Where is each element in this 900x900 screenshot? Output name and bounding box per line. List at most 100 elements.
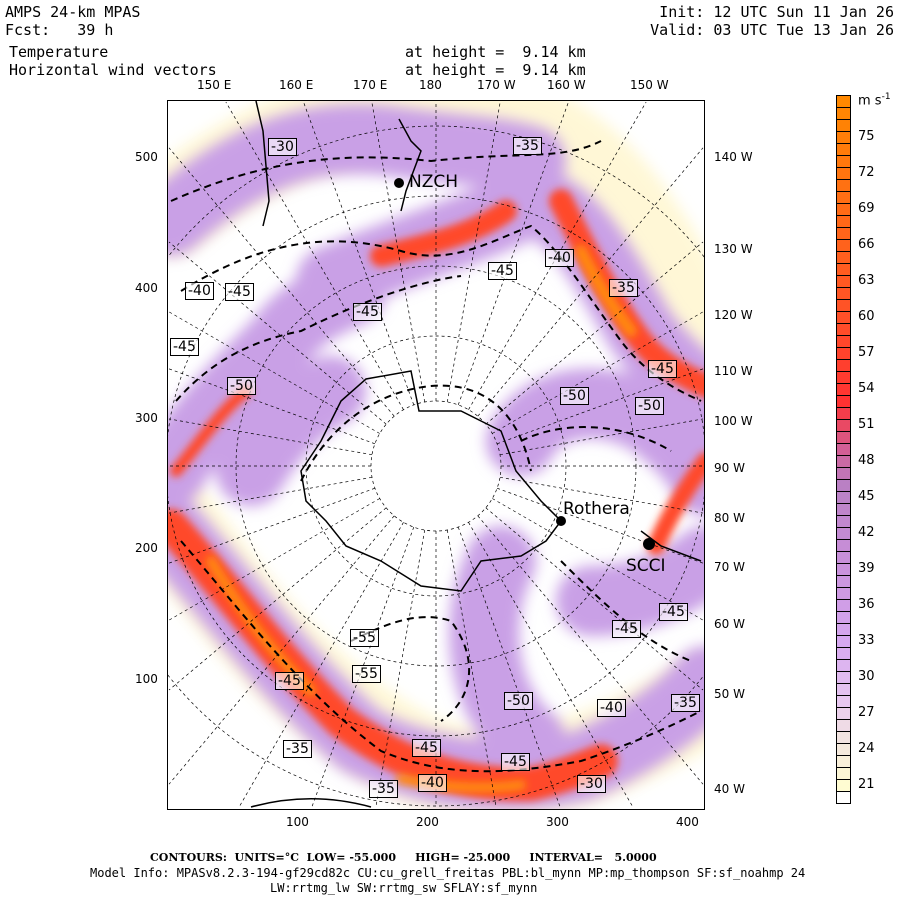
colorbar-label: 21 [858, 777, 875, 792]
colorbar-units: m s-1 [858, 92, 891, 109]
right-axis-label: 60 W [714, 617, 745, 631]
model-info-radiation: LW:rrtmg_lw SW:rrtmg_sw SFLAY:sf_mynn [270, 881, 538, 895]
colorbar-swatch [836, 132, 851, 144]
right-axis-label: 40 W [714, 782, 745, 796]
meridian-line [168, 368, 376, 445]
right-axis-label: 50 W [714, 687, 745, 701]
colorbar-label: 48 [858, 453, 875, 468]
right-axis-label: 120 W [714, 308, 753, 322]
colorbar-swatch [836, 324, 851, 336]
meridian-line [168, 487, 376, 564]
colorbar-swatch [836, 120, 851, 132]
meridian-line [496, 487, 704, 564]
colorbar-label: 75 [858, 129, 875, 144]
colorbar-swatch [836, 792, 851, 804]
contour-label: -45 [501, 753, 530, 771]
colorbar-swatch [836, 564, 851, 576]
colorbar-label: 42 [858, 525, 875, 540]
colorbar-swatch [836, 588, 851, 600]
meridian-line [492, 311, 704, 434]
model-info: Model Info: MPASv8.2.3-194-gf29cd82c CU:… [90, 866, 806, 880]
contour-label: -50 [635, 397, 664, 415]
contour-label: -35 [513, 137, 542, 155]
colorbar-swatch [836, 336, 851, 348]
station-markers [394, 178, 655, 550]
contour-label: -45 [225, 283, 254, 301]
colorbar-label: 45 [858, 489, 875, 504]
bottom-axis-label: 300 [546, 815, 569, 829]
colorbar-swatch [836, 552, 851, 564]
top-axis-label: 170 E [353, 78, 388, 92]
meridian-line [499, 476, 704, 514]
colorbar-swatch [836, 300, 851, 312]
right-axis-label: 90 W [714, 461, 745, 475]
colorbar-swatch [836, 516, 851, 528]
colorbar-label: 51 [858, 417, 875, 432]
colorbar-swatch [836, 720, 851, 732]
colorbar-swatch [836, 168, 851, 180]
colorbar-swatch [836, 276, 851, 288]
colorbar-swatch [836, 444, 851, 456]
colorbar-label: 33 [858, 633, 875, 648]
forecast-hour: Fcst: 39 h [5, 21, 114, 39]
left-axis-label: 100 [135, 672, 158, 686]
colorbar-swatch [836, 540, 851, 552]
colorbar-swatch [836, 156, 851, 168]
colorbar-swatch [836, 144, 851, 156]
meridian-line [496, 368, 704, 445]
contour-label: -35 [369, 780, 398, 798]
colorbar-swatch [836, 216, 851, 228]
meridian-line [168, 241, 387, 425]
colorbar-swatch [836, 252, 851, 264]
station-scci: SCCI [626, 556, 666, 576]
colorbar-swatch [836, 480, 851, 492]
colorbar-swatch [836, 768, 851, 780]
colorbar-swatch [836, 648, 851, 660]
contour-label: -45 [659, 603, 688, 621]
meridian-line [446, 101, 501, 403]
meridian-line [499, 418, 704, 456]
colorbar-swatch [836, 660, 851, 672]
contour-label: -50 [504, 692, 533, 710]
colorbar-label: 27 [858, 705, 875, 720]
left-axis-label: 300 [135, 411, 158, 425]
colorbar-swatch [836, 384, 851, 396]
meridian-line [485, 241, 704, 425]
meridian-line [225, 101, 404, 410]
map-svg [168, 101, 704, 809]
colorbar-swatch [836, 612, 851, 624]
colorbar-label: 72 [858, 165, 875, 180]
colorbar-swatch [836, 456, 851, 468]
colorbar-swatch [836, 95, 851, 108]
colorbar-swatch [836, 192, 851, 204]
meridian-line [168, 476, 373, 514]
map-plot[interactable]: NZCH Rothera SCCI -30 -35 -45 -40 -35 -40 -45-… [167, 100, 705, 810]
colorbar-swatch [836, 672, 851, 684]
left-axis-label: 500 [135, 150, 158, 164]
meridian-line [168, 418, 373, 456]
field-wind: Horizontal wind vectors [9, 61, 217, 79]
colorbar-swatch [836, 732, 851, 744]
bottom-axis-label: 400 [676, 815, 699, 829]
colorbar-label: 54 [858, 381, 875, 396]
colorbar-label: 36 [858, 597, 875, 612]
contour-label: -45 [412, 739, 441, 757]
station-rothera: Rothera [563, 499, 630, 519]
colorbar-swatch [836, 576, 851, 588]
contour-label: -40 [597, 699, 626, 717]
colorbar-swatch [836, 696, 851, 708]
colorbar-swatch [836, 180, 851, 192]
height-temperature: at height = 9.14 km [405, 43, 586, 61]
right-axis-label: 70 W [714, 560, 745, 574]
meridian-line [311, 526, 415, 808]
colorbar-swatch [836, 468, 851, 480]
colorbar-label: 30 [858, 669, 875, 684]
colorbar-swatch [836, 708, 851, 720]
colorbar-label: 60 [858, 309, 875, 324]
contour-label: -35 [609, 279, 638, 297]
bottom-axis-label: 100 [286, 815, 309, 829]
colorbar-swatch [836, 396, 851, 408]
contour-label: -55 [350, 629, 379, 647]
contour-label: -55 [352, 665, 381, 683]
